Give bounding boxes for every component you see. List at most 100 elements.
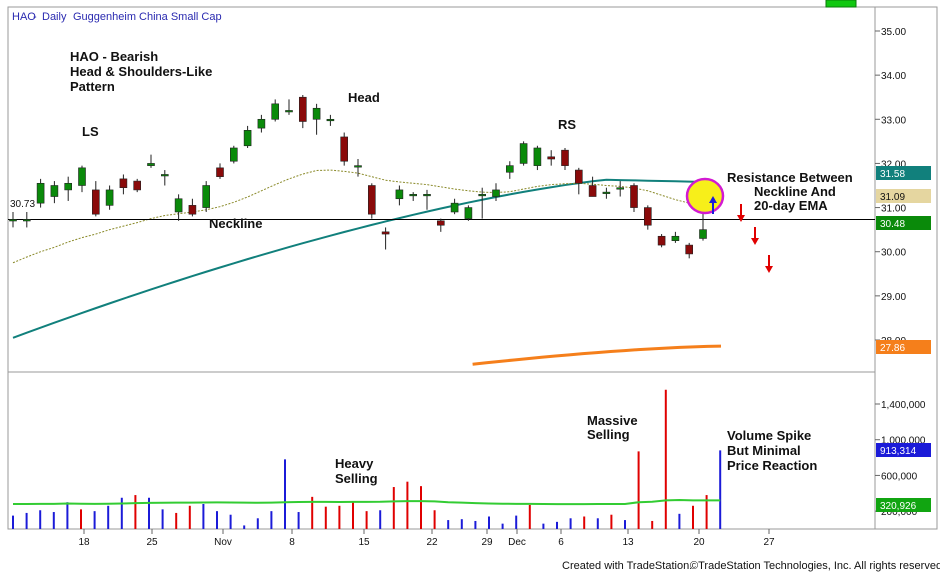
price-tick-label: 32.00 — [881, 159, 906, 170]
candle-body — [312, 107, 321, 120]
volume-tick-label: 1,400,000 — [881, 400, 926, 411]
candle — [133, 178, 141, 193]
candle — [326, 114, 335, 126]
ema-20-line — [12, 169, 704, 264]
candle-body — [409, 194, 418, 197]
candle — [464, 205, 473, 221]
candle — [161, 170, 169, 186]
volume-value-box — [876, 443, 931, 457]
price-tick-label: 29.00 — [881, 292, 906, 303]
candle — [36, 178, 45, 208]
candle — [22, 211, 31, 228]
price-value-text: 27.86 — [880, 343, 905, 354]
pattern-title-line1: HAO - Bearish — [70, 49, 158, 64]
price-tick-label: 31.00 — [881, 204, 906, 215]
candle — [78, 165, 86, 193]
volume-spike-line3: Price Reaction — [727, 458, 817, 473]
candle-body — [105, 189, 114, 206]
right-shoulder-label: RS — [558, 117, 576, 132]
candle-body — [699, 229, 707, 239]
candle — [105, 185, 114, 210]
price-value-text: 31.09 — [880, 192, 905, 203]
candle — [92, 181, 100, 217]
candle-body — [367, 185, 376, 215]
candle — [478, 187, 487, 219]
candle — [188, 198, 197, 217]
candle-body — [519, 143, 528, 164]
candle-body — [147, 163, 155, 166]
candle-body — [616, 187, 625, 190]
candle-body — [271, 103, 280, 120]
candle-body — [505, 165, 514, 173]
candle — [119, 174, 128, 195]
candle-body — [685, 244, 694, 255]
volume-bars — [12, 389, 722, 529]
candle — [202, 181, 210, 212]
x-tick-label: 25 — [146, 537, 158, 548]
volume-value-box — [876, 498, 931, 512]
candle — [519, 141, 528, 166]
down-arrow-icon-2 — [751, 227, 759, 245]
price-tick-label: 33.00 — [881, 115, 906, 126]
candle-body — [188, 205, 197, 215]
candle-body — [492, 189, 500, 197]
price-tick-label: 35.00 — [881, 27, 906, 38]
candle — [671, 231, 680, 243]
candle — [230, 145, 238, 164]
candle-body — [643, 207, 652, 226]
price-tick-label: 30.00 — [881, 248, 906, 259]
candle — [381, 227, 390, 250]
candle — [340, 132, 349, 166]
candle-body — [450, 202, 459, 213]
candle-body — [9, 219, 17, 222]
candle — [699, 211, 707, 241]
footer-copyright: ©TradeStation Technologies, Inc. All rig… — [690, 560, 940, 572]
candle — [174, 194, 183, 221]
resistance-note-line3: 20-day EMA — [754, 198, 828, 213]
candle-body — [602, 191, 611, 194]
x-tick-label: 20 — [693, 537, 705, 548]
candle-body — [64, 182, 72, 191]
candle-body — [326, 118, 335, 122]
candle-body — [561, 149, 569, 166]
ma-200-line — [472, 344, 722, 366]
x-tick-label: 15 — [358, 537, 370, 548]
candle — [574, 167, 583, 195]
chart-separator: - — [33, 11, 37, 23]
candle — [657, 234, 666, 248]
candle-body — [243, 130, 252, 147]
candle — [643, 205, 652, 230]
candle — [50, 181, 59, 204]
candle-body — [340, 136, 349, 162]
window-tab-indicator — [825, 0, 857, 8]
down-arrow-icon-1 — [737, 204, 745, 222]
candle — [216, 163, 224, 179]
candle — [354, 159, 362, 177]
resistance-note-line1: Resistance Between — [727, 170, 853, 185]
candle — [9, 211, 17, 228]
candle-body — [354, 165, 362, 168]
x-tick-label: 18 — [78, 537, 90, 548]
candle — [492, 183, 500, 201]
candle — [285, 99, 293, 115]
x-tick-label: 27 — [763, 537, 775, 548]
volume-ma-line — [13, 498, 721, 506]
candle-body — [657, 235, 666, 246]
x-tick-label: Dec — [508, 537, 526, 548]
heavy-selling-line1: Heavy — [335, 456, 374, 471]
candle-body — [119, 178, 128, 189]
candle-body — [174, 198, 183, 213]
volume-value-text: 913,314 — [880, 446, 917, 457]
candle — [257, 114, 266, 133]
price-value-box — [876, 216, 931, 230]
x-tick-label: 13 — [622, 537, 634, 548]
down-arrow-icon-3 — [765, 255, 773, 273]
volume-spike-line2: But Minimal — [727, 443, 801, 458]
volume-value-text: 320,926 — [880, 501, 917, 512]
candle — [450, 198, 459, 215]
candle — [312, 103, 321, 135]
candle — [64, 176, 72, 201]
candle-body — [285, 110, 293, 113]
price-value-box — [876, 166, 931, 180]
